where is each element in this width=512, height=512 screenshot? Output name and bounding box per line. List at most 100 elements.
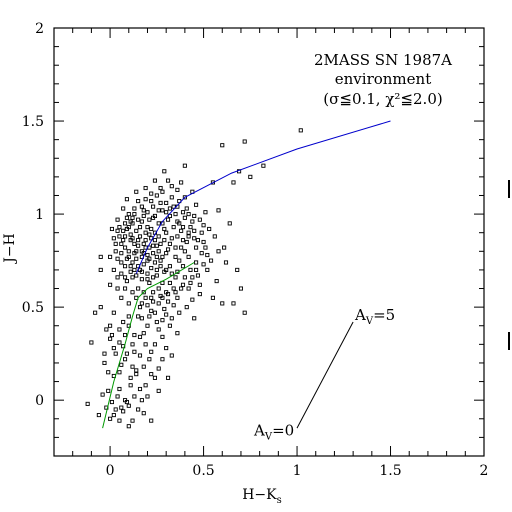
data-point (119, 251, 124, 256)
x-tick-label: 0 (106, 463, 115, 479)
data-point (186, 212, 191, 217)
data-point (222, 245, 227, 250)
data-point (182, 249, 187, 254)
data-point (160, 318, 165, 323)
data-point (134, 249, 139, 254)
data-point (147, 357, 152, 362)
data-point (145, 303, 150, 308)
data-point (139, 269, 144, 274)
y-axis-label: J−H (2, 233, 18, 265)
data-point (149, 295, 154, 300)
data-point (173, 245, 178, 250)
data-point (149, 191, 154, 196)
y-tick-labels: 0 0.5 1 1.5 2 (22, 21, 44, 409)
data-point (98, 254, 103, 259)
data-point (203, 245, 208, 250)
data-point (167, 280, 172, 285)
data-point (192, 236, 197, 241)
reddening-label-1: AV=5 (354, 306, 395, 327)
data-point (190, 219, 195, 224)
data-point (186, 234, 191, 239)
data-points (85, 128, 303, 429)
data-point (184, 305, 189, 310)
data-point (137, 386, 143, 392)
data-point (124, 226, 129, 232)
data-point (171, 303, 176, 308)
data-point (145, 277, 150, 282)
data-point (119, 295, 124, 300)
data-point (132, 267, 137, 272)
data-point (141, 364, 146, 369)
chart-title-line-2: environment (335, 70, 431, 88)
data-point (152, 375, 158, 380)
data-point (205, 267, 210, 272)
data-point (130, 418, 135, 423)
data-point (201, 223, 206, 228)
data-point (162, 306, 167, 312)
data-point (149, 199, 154, 204)
data-point (156, 249, 161, 254)
data-point (137, 353, 143, 358)
data-point (167, 241, 172, 246)
data-point (165, 299, 171, 304)
data-point (182, 275, 187, 280)
data-point (298, 128, 303, 133)
data-point (182, 163, 187, 168)
data-point (167, 323, 172, 328)
data-point (151, 215, 156, 220)
data-point (220, 301, 225, 306)
data-point (151, 243, 156, 248)
data-point (164, 346, 169, 351)
data-point (188, 267, 193, 272)
data-point (147, 217, 152, 222)
data-point (137, 234, 143, 239)
data-point (151, 275, 156, 280)
data-point (108, 282, 113, 287)
data-point (165, 247, 171, 252)
dwarf-sequence-line (102, 262, 195, 429)
data-point (158, 241, 163, 246)
data-point (143, 230, 148, 235)
data-point (115, 286, 120, 291)
data-point (151, 251, 156, 256)
data-point (149, 349, 154, 354)
plot-frame (53, 27, 485, 457)
data-point (143, 238, 148, 243)
data-point (177, 258, 182, 263)
data-point (194, 267, 199, 272)
data-point (180, 225, 186, 230)
data-point (98, 267, 103, 272)
data-point (152, 260, 158, 265)
data-point (126, 212, 131, 217)
data-point (179, 228, 184, 233)
y-tick-label: 1.5 (22, 114, 44, 130)
data-point (179, 180, 184, 185)
y-tick-label: 2 (35, 21, 44, 37)
data-point (190, 275, 195, 280)
data-point (113, 407, 118, 412)
data-point (115, 394, 120, 399)
data-point (124, 279, 129, 284)
data-point (154, 267, 159, 272)
data-point (100, 392, 105, 397)
data-point (111, 267, 116, 272)
x-tick-label: 1.5 (379, 463, 401, 479)
data-point (242, 139, 247, 144)
data-point (137, 305, 143, 310)
data-point (141, 241, 146, 246)
data-point (145, 394, 150, 399)
data-point (117, 225, 122, 230)
data-point (130, 364, 135, 369)
data-point (158, 258, 163, 263)
data-point (175, 331, 180, 336)
data-point (122, 332, 128, 338)
data-point (154, 243, 159, 248)
data-point (119, 241, 124, 246)
data-point (122, 234, 128, 239)
x-tick-label: 0.5 (192, 463, 214, 479)
data-point (141, 262, 146, 267)
data-point (152, 310, 158, 315)
data-point (169, 195, 174, 200)
data-point (136, 238, 141, 243)
data-point (216, 208, 221, 213)
